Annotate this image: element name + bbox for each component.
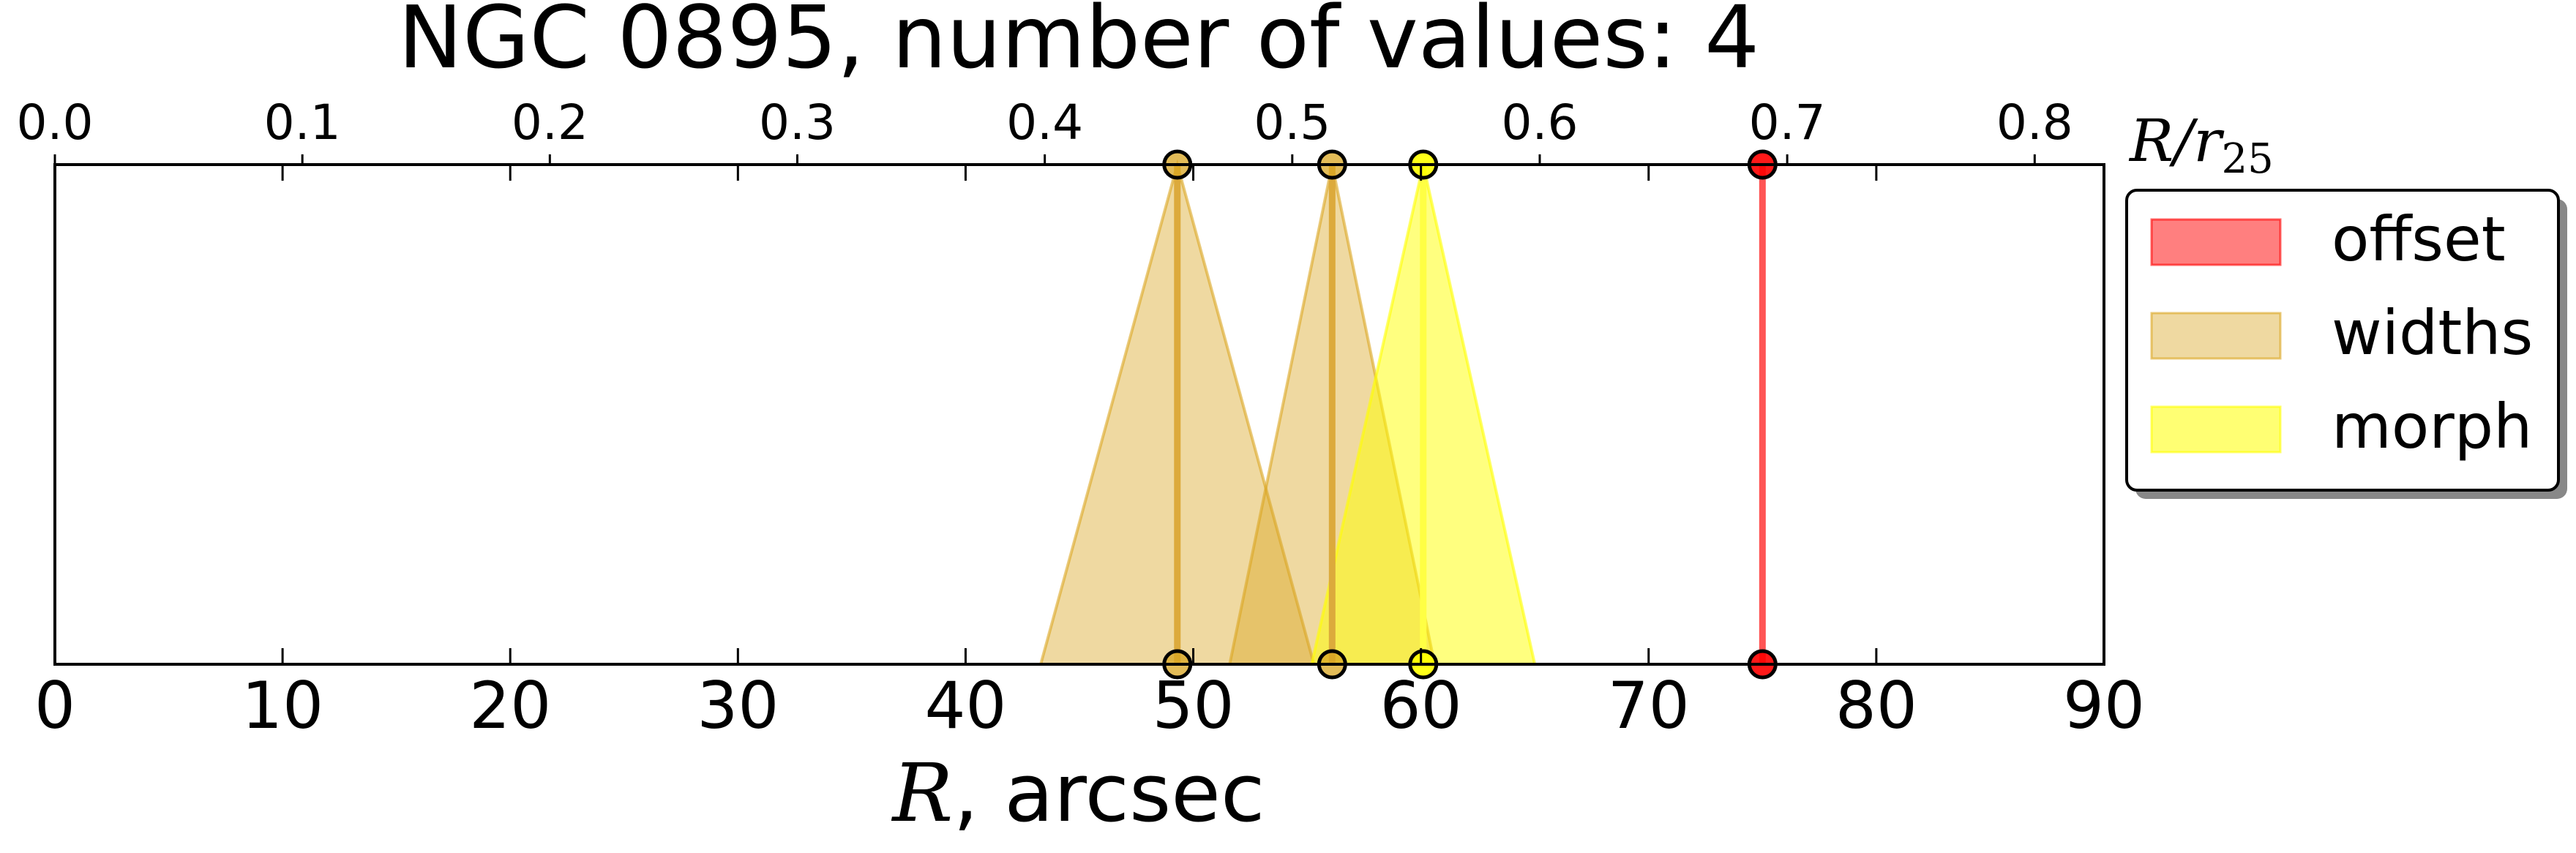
bottom-tick-label: 40 [924,668,1006,743]
x-axis-label-unit: , arcsec [953,746,1265,840]
bottom-tick-label: 50 [1153,668,1235,743]
x-axis-label: R, arcsec [891,746,1265,840]
plot-marks [1038,149,1778,680]
legend-swatch-morph [2150,405,2282,454]
legend: offset widths morph [2125,189,2567,499]
legend-label-widths: widths [2332,297,2533,369]
bottom-tick-label: 60 [1380,668,1462,743]
top-tick-label: 0.2 [512,94,588,151]
plot-area-frame [53,163,2105,666]
top-tick-label: 0.6 [1502,94,1579,151]
top-tick-label: 0.1 [264,94,341,151]
legend-swatch-widths [2150,312,2282,360]
bottom-tick-label: 20 [469,668,551,743]
legend-label-morph: morph [2332,391,2532,462]
top-tick-label: 0.4 [1006,94,1083,151]
bottom-tick-label: 70 [1608,668,1690,743]
top-tick-label: 0.0 [17,94,94,151]
bottom-tick-label: 30 [697,668,779,743]
top-tick-label: 0.3 [759,94,836,151]
bottom-tick-label: 90 [2063,668,2145,743]
top-tick-label: 0.7 [1749,94,1826,151]
top-axis-label-subscript: 25 [2221,135,2273,183]
top-tick-label: 0.8 [1996,94,2073,151]
bottom-tick-label: 80 [1835,668,1917,743]
legend-label-offset: offset [2332,203,2506,275]
top-tick-label: 0.5 [1254,94,1330,151]
top-axis: 0.0 0.1 0.2 0.3 0.4 0.5 0.6 0.7 0.8 [17,94,2073,165]
chart-title: NGC 0895, number of values: 4 [398,0,1759,88]
x-axis-label-variable: R [891,746,954,840]
top-axis-label: R/r25 [2128,107,2274,183]
top-axis-label-main: R/r [2128,107,2225,175]
bottom-tick-label: 0 [34,668,75,743]
bottom-axis: 0 10 20 30 40 50 60 70 80 90 [34,165,2145,743]
legend-items: offset widths morph [2150,203,2533,462]
legend-swatch-offset [2150,218,2282,266]
bottom-tick-label: 10 [242,668,323,743]
